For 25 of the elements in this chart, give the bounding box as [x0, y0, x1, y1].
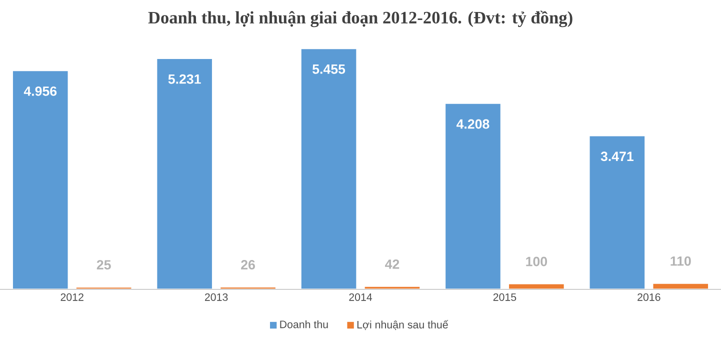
bar — [157, 59, 212, 289]
bar — [509, 284, 564, 289]
x-tick-label: 2016 — [638, 293, 660, 301]
data-label: 4.956 — [24, 86, 57, 96]
data-label: 25 — [96, 260, 111, 270]
legend-label: Lợi nhuận sau thuế — [357, 320, 448, 330]
x-tick-label: 2015 — [493, 293, 516, 301]
data-label: 5.231 — [168, 74, 201, 84]
x-tick-label: 2014 — [349, 293, 372, 301]
data-label: 5.455 — [312, 64, 346, 74]
data-label: 100 — [526, 256, 548, 266]
bar — [301, 49, 356, 289]
data-label: 110 — [670, 256, 691, 266]
bar — [590, 136, 645, 289]
data-label: 4.208 — [456, 119, 490, 129]
chart-title: Doanh thu, lợi nhuận giai đoạn 2012-2016. (Đvt: tỷ đồng) — [148, 10, 572, 28]
data-label: 26 — [241, 260, 255, 270]
data-label: 3.471 — [600, 152, 634, 162]
legend-label: Doanh thu — [280, 320, 328, 328]
bar — [653, 284, 708, 289]
x-tick-label: 2013 — [204, 293, 228, 301]
bar — [12, 71, 68, 289]
bar — [446, 104, 500, 289]
x-tick-label: 2012 — [60, 293, 84, 301]
data-label: 42 — [385, 259, 400, 269]
